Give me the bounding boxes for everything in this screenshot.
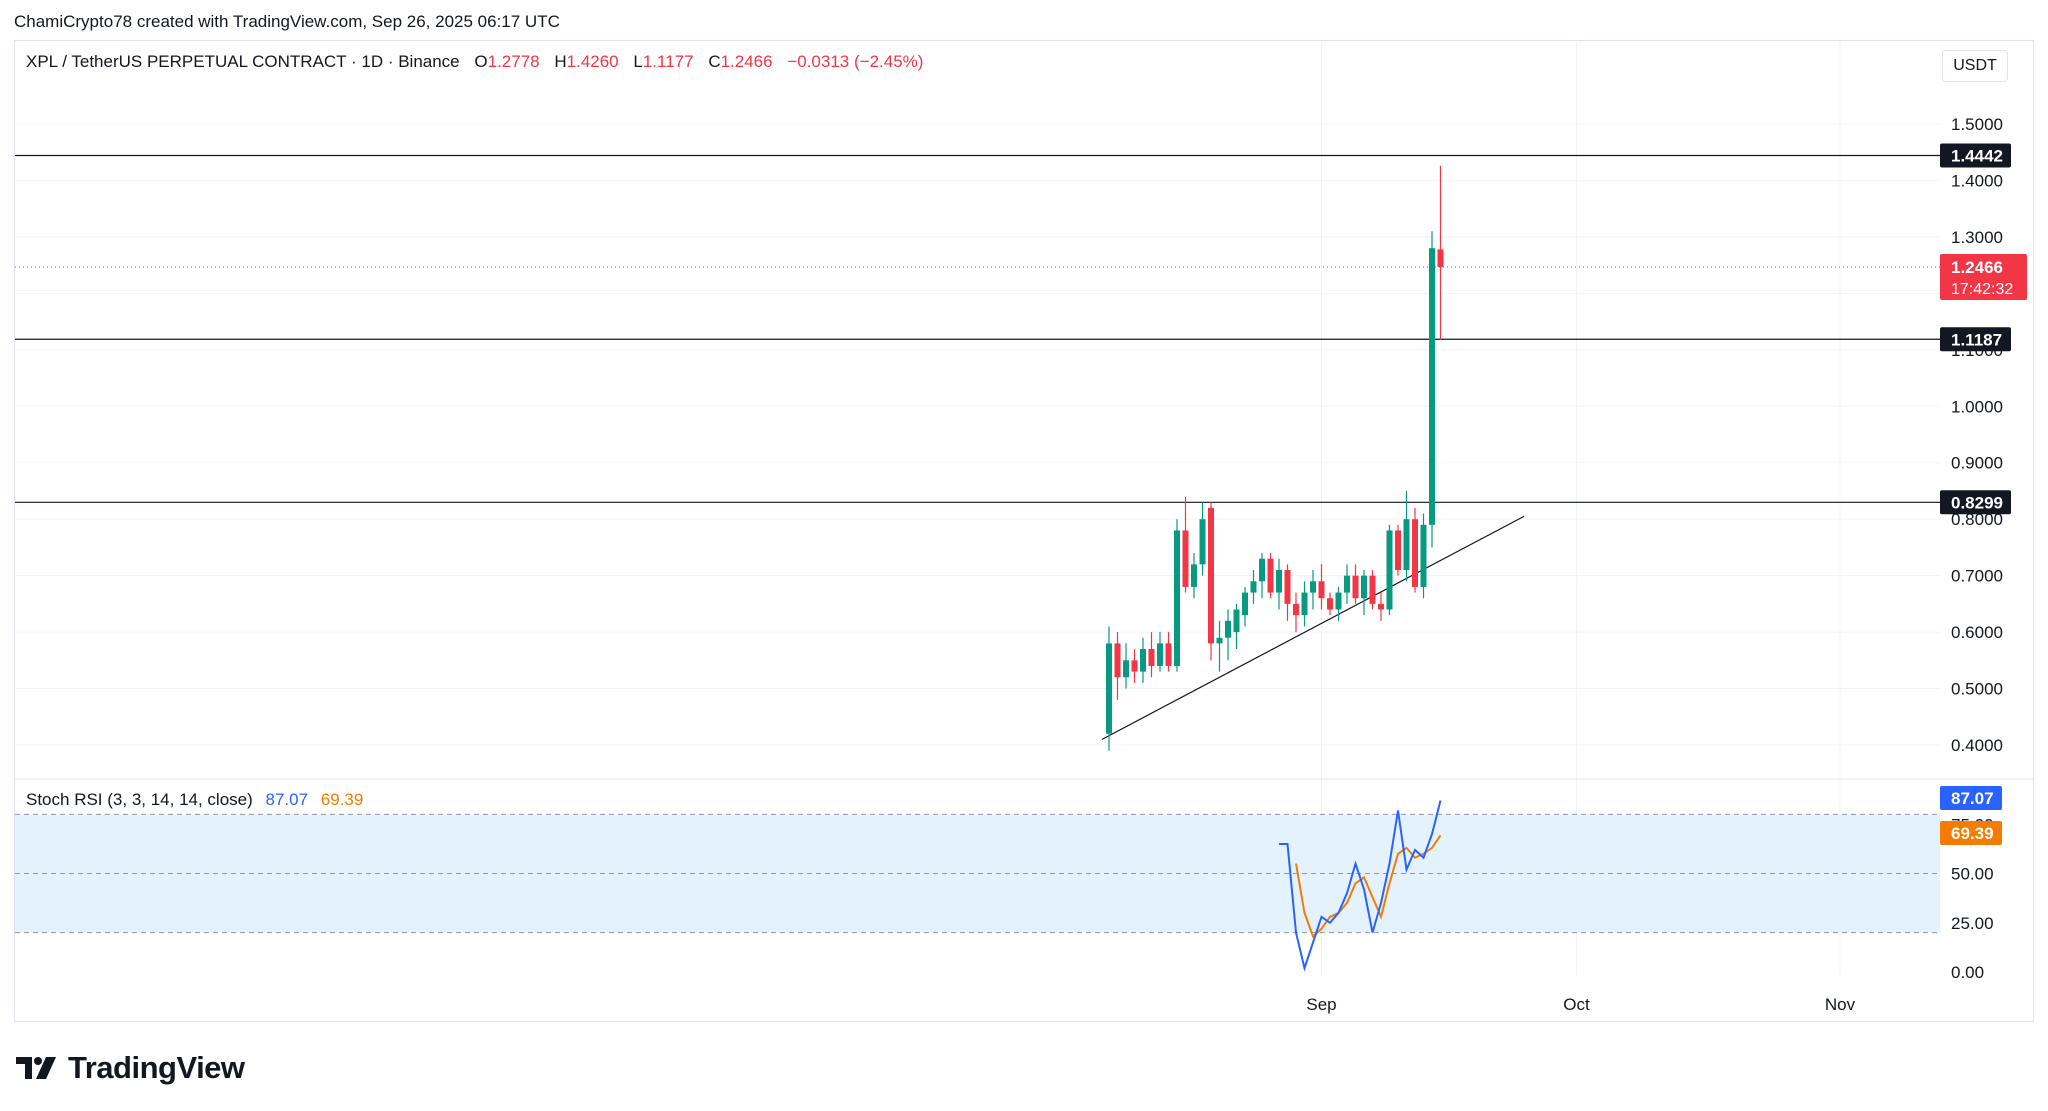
- candle-down: [1293, 603, 1299, 616]
- candle-up: [1233, 609, 1240, 633]
- candle-down: [1378, 603, 1384, 610]
- candle-down: [1114, 643, 1121, 678]
- rsi-axis-tick-label: 25.00: [1951, 914, 1994, 933]
- candle-down: [1131, 660, 1138, 672]
- candle-up: [1276, 569, 1282, 593]
- candle-up: [1225, 620, 1231, 638]
- tradingview-logo-icon: [16, 1057, 56, 1079]
- candle-down: [1284, 569, 1291, 604]
- candle-up: [1106, 643, 1112, 734]
- last-price-value: 1.2466: [1951, 258, 2003, 277]
- close-label: C: [708, 52, 721, 71]
- candle-down: [1327, 598, 1333, 610]
- stoch-rsi-d-line: [1295, 834, 1442, 939]
- change-value: −0.0313 (−2.45%): [787, 52, 924, 71]
- open-value: 1.2778: [487, 52, 540, 71]
- rsi-axis-tick-label: 50.00: [1951, 865, 1994, 884]
- stoch-rsi-d-badge-label: 69.39: [1951, 824, 1994, 843]
- price-axis-tick-label: 1.3000: [1951, 228, 2003, 247]
- rsi-axis-tick-label: 0.00: [1951, 963, 1984, 982]
- candle-down: [1208, 507, 1214, 644]
- symbol-name[interactable]: XPL / TetherUS PERPETUAL CONTRACT · 1D ·…: [26, 52, 460, 71]
- stoch-rsi-legend: Stoch RSI (3, 3, 14, 14, close) 87.07 69…: [26, 790, 363, 810]
- candle-down: [1412, 519, 1418, 587]
- stoch-rsi-k-badge: [1940, 786, 2002, 810]
- open-label: O: [474, 52, 488, 71]
- currency-unit-button[interactable]: USDT: [1942, 50, 2008, 82]
- stoch-rsi-k-line: [1279, 800, 1442, 972]
- candle-up: [1420, 524, 1427, 587]
- candle-down: [1369, 575, 1376, 604]
- candle-up: [1403, 519, 1410, 570]
- candle-up: [1123, 660, 1129, 678]
- price-axis-tick-label: 0.4000: [1951, 736, 2003, 755]
- last-price-badge: [1940, 254, 2027, 301]
- price-axis-tick-label: 1.4000: [1951, 171, 2003, 190]
- candle-up: [1310, 581, 1316, 593]
- price-axis-tick-label: 0.7000: [1951, 567, 2003, 586]
- level-badge: [1940, 490, 2011, 515]
- candle-up: [1191, 564, 1197, 587]
- high-label: H: [554, 52, 567, 71]
- candle-up: [1344, 575, 1350, 593]
- stoch-rsi-k-badge-label: 87.07: [1951, 789, 1994, 808]
- level-badge-label: 1.1187: [1951, 330, 2002, 349]
- stoch-rsi-k-value: 87.07: [265, 790, 309, 809]
- symbol-legend: XPL / TetherUS PERPETUAL CONTRACT · 1D ·…: [26, 52, 923, 72]
- chart-frame: [14, 40, 2034, 1022]
- support-trendline: [1101, 515, 1525, 740]
- candle-up: [1386, 530, 1393, 610]
- candle-up: [1140, 649, 1146, 672]
- low-value: 1.1177: [642, 52, 694, 71]
- candle-down: [1165, 643, 1172, 666]
- price-axis-tick-label: 0.6000: [1951, 623, 2003, 642]
- price-axis-tick-label: 0.9000: [1951, 454, 2003, 473]
- level-badge-label: 1.4442: [1951, 147, 2003, 166]
- price-axis-tick-label: 0.8000: [1951, 510, 2003, 529]
- time-axis-tick-label: Nov: [1825, 995, 1856, 1014]
- chart-credit: ChamiCrypto78 created with TradingView.c…: [14, 12, 560, 31]
- tradingview-logo-text: TradingView: [68, 1050, 245, 1085]
- candle-down: [1352, 575, 1359, 599]
- time-axis-tick-label: Oct: [1563, 995, 1590, 1014]
- tradingview-logo: TradingView: [16, 1050, 245, 1086]
- candle-up: [1335, 592, 1342, 610]
- close-value: 1.2466: [720, 52, 773, 71]
- stoch-rsi-d-value: 69.39: [320, 790, 364, 809]
- price-axis-tick-label: 1.5000: [1951, 115, 2003, 134]
- candle-up: [1259, 558, 1265, 582]
- candle-up: [1199, 519, 1206, 565]
- candle-up: [1361, 575, 1367, 599]
- low-label: L: [633, 52, 643, 71]
- candle-up: [1250, 581, 1257, 593]
- candle-up: [1157, 643, 1163, 666]
- price-axis-tick-label: 0.5000: [1951, 680, 2003, 699]
- price-axis-tick-label: 1.0000: [1951, 397, 2003, 416]
- candle-down: [1318, 581, 1325, 599]
- candle-down: [1437, 249, 1444, 268]
- candle-down: [1148, 649, 1155, 666]
- time-axis-tick-label: Sep: [1306, 995, 1336, 1014]
- candle-down: [1267, 558, 1274, 593]
- level-badge: [1940, 327, 2011, 352]
- candle-down: [1182, 530, 1189, 587]
- candle-up: [1242, 592, 1248, 616]
- level-badge: [1940, 143, 2011, 168]
- candle-countdown: 17:42:32: [1951, 281, 2013, 298]
- high-value: 1.4260: [566, 52, 619, 71]
- candle-up: [1174, 530, 1180, 666]
- candle-up: [1301, 592, 1308, 616]
- stoch-rsi-d-badge: [1940, 821, 2002, 845]
- candle-down: [1395, 530, 1401, 570]
- stoch-rsi-title[interactable]: Stoch RSI (3, 3, 14, 14, close): [26, 790, 253, 809]
- candle-up: [1216, 637, 1223, 644]
- candle-up: [1429, 248, 1435, 525]
- level-badge-label: 0.8299: [1951, 493, 2003, 512]
